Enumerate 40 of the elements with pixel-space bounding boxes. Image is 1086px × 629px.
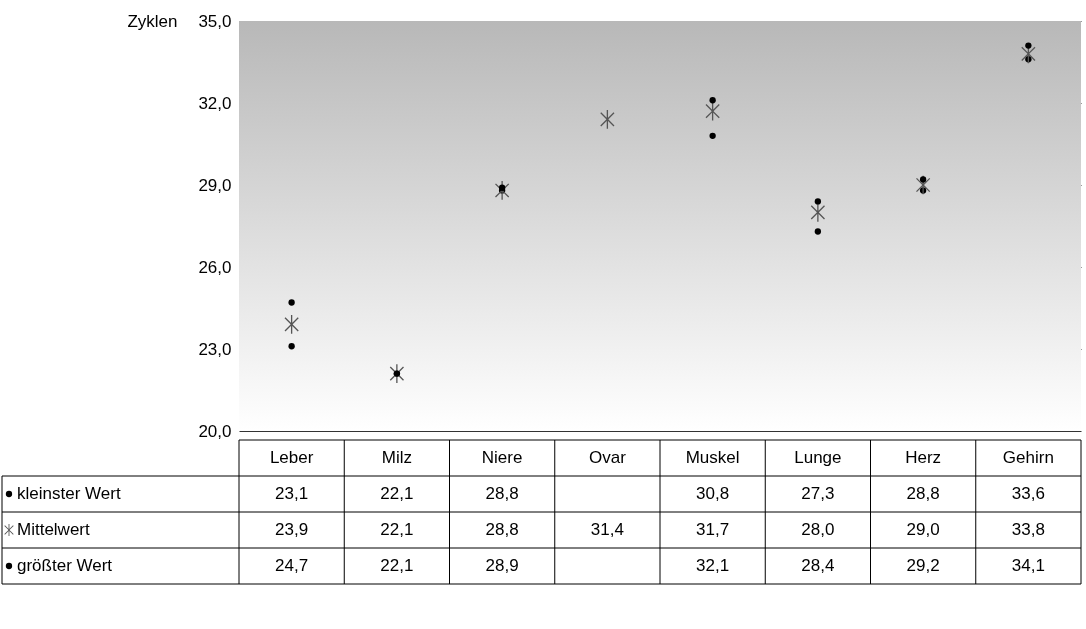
- data-label: 29,2: [906, 556, 940, 575]
- data-label: 22,1: [380, 556, 414, 575]
- legend-label: kleinster Wert: [17, 484, 121, 503]
- data-label: 32,1: [696, 556, 730, 575]
- y-tick-label: 29,0: [198, 175, 232, 195]
- y-axis-title: Zyklen: [127, 11, 178, 31]
- data-label: 30,8: [696, 484, 730, 503]
- data-label: 23,9: [275, 520, 309, 539]
- data-label: 23,1: [275, 484, 309, 503]
- data-label: 24,7: [275, 556, 309, 575]
- data-label: 27,3: [801, 484, 835, 503]
- data-label: 28,8: [485, 520, 519, 539]
- data-label: 22,1: [380, 484, 414, 503]
- data-label: 28,8: [906, 484, 940, 503]
- y-tick-label: 20,0: [198, 421, 232, 441]
- x-tick-label: Lunge: [794, 448, 842, 467]
- data-label: 31,4: [590, 520, 624, 539]
- data-label: 33,6: [1011, 484, 1045, 503]
- legend-label: größter Wert: [17, 556, 113, 575]
- x-tick-label: Herz: [905, 448, 942, 467]
- x-tick-label: Leber: [269, 448, 314, 467]
- y-tick-label: 26,0: [198, 257, 232, 277]
- x-tick-label: Ovar: [588, 448, 627, 467]
- y-tick-label: 23,0: [198, 339, 232, 359]
- y-tick-label: 35,0: [198, 11, 232, 31]
- data-label: 28,8: [485, 484, 519, 503]
- data-label: 22,1: [380, 520, 414, 539]
- x-tick-label: Niere: [481, 448, 523, 467]
- legend-label: Mittelwert: [17, 520, 91, 539]
- data-label: 28,0: [801, 520, 835, 539]
- data-label: 29,0: [906, 520, 940, 539]
- x-tick-label: Muskel: [685, 448, 740, 467]
- x-tick-label: Milz: [381, 448, 412, 467]
- data-label: 33,8: [1011, 520, 1045, 539]
- data-label: 28,4: [801, 556, 835, 575]
- data-label: 31,7: [696, 520, 730, 539]
- y-tick-label: 32,0: [198, 93, 232, 113]
- data-label: 34,1: [1011, 556, 1045, 575]
- x-tick-label: Gehirn: [1002, 448, 1054, 467]
- data-label: 28,9: [485, 556, 519, 575]
